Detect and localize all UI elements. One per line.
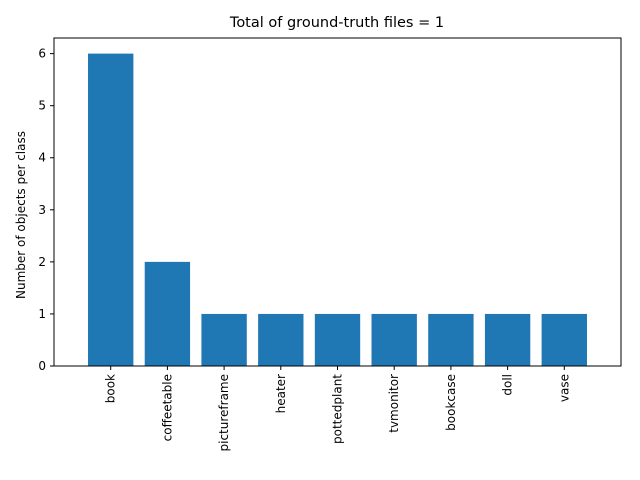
x-tick-label: doll xyxy=(501,374,515,396)
y-axis-label: Number of objects per class xyxy=(14,131,28,299)
x-tick-label: coffeetable xyxy=(160,374,174,441)
bar-pictureframe xyxy=(201,313,247,366)
bar-pottedplant xyxy=(314,313,361,366)
bars-group xyxy=(88,53,587,366)
y-tick-label: 1 xyxy=(38,307,46,321)
y-tick-label: 6 xyxy=(38,47,46,61)
bar-book xyxy=(88,53,134,366)
x-tick-label: tvmonitor xyxy=(387,374,401,433)
bar-coffeetable xyxy=(144,261,191,366)
y-axis-ticks: 0 1 2 3 4 5 6 xyxy=(38,47,54,373)
bar-tvmonitor xyxy=(371,313,417,366)
x-axis-ticks: book coffeetable pictureframe heater pottedp… xyxy=(104,366,571,452)
y-tick-label: 4 xyxy=(38,151,46,165)
x-tick-label: bookcase xyxy=(444,374,458,431)
y-tick-label: 5 xyxy=(38,99,46,113)
y-tick-label: 2 xyxy=(38,255,46,269)
x-tick-label: pottedplant xyxy=(331,374,345,444)
bar-vase xyxy=(541,313,587,366)
plot-area: 0 1 2 3 4 5 6 book coffeetable pictureframe heate… xyxy=(38,37,622,452)
bar-doll xyxy=(484,313,531,366)
bar-bookcase xyxy=(428,313,474,366)
axes-frame xyxy=(53,37,622,367)
x-tick-label: book xyxy=(104,374,118,403)
x-tick-label: heater xyxy=(274,374,288,413)
y-tick-label: 0 xyxy=(38,359,46,373)
x-tick-label: pictureframe xyxy=(217,374,231,452)
chart-title: Total of ground-truth files = 1 xyxy=(229,15,444,31)
x-tick-label: vase xyxy=(557,374,571,402)
y-tick-label: 3 xyxy=(38,203,46,217)
bar-heater xyxy=(258,313,304,366)
